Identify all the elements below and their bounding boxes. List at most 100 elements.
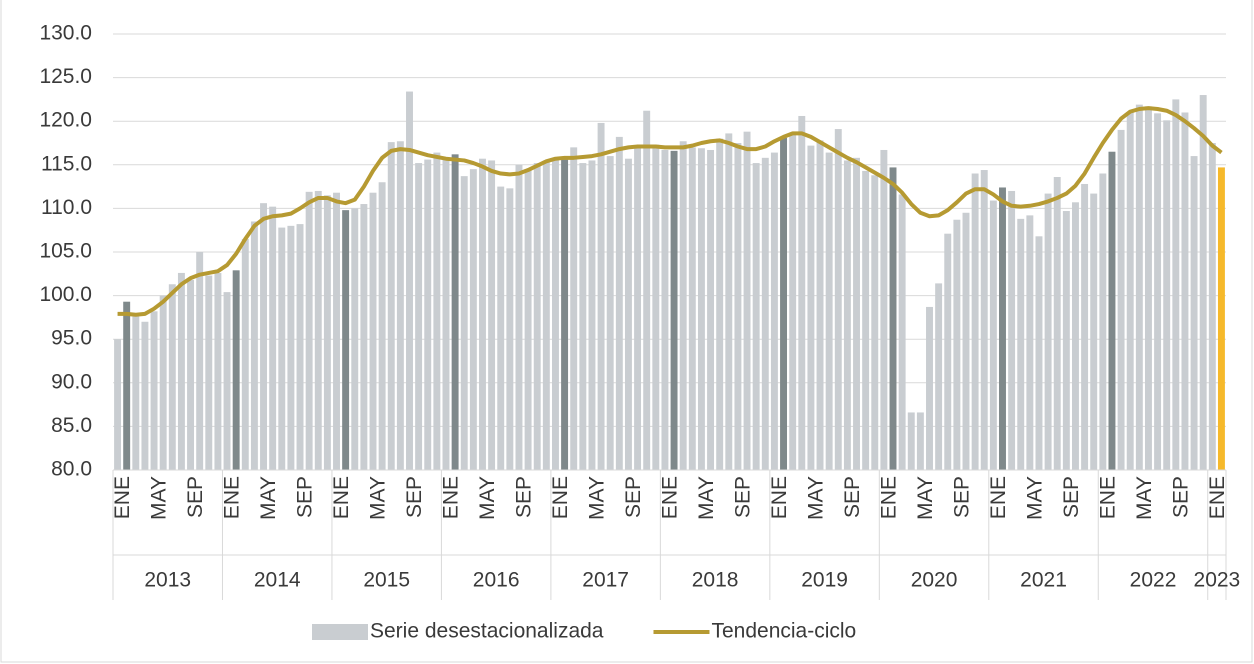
bar [697,148,705,470]
bar [962,212,970,470]
x-tick-label: ENE [1206,476,1229,519]
bar [241,238,249,470]
bar [624,158,632,471]
bar [1190,156,1198,470]
bar [479,158,486,471]
bar [150,311,158,470]
y-tick-label: 130.0 [39,22,92,45]
year-label: 2013 [144,569,191,592]
bar [807,145,815,470]
bar [1208,143,1216,470]
x-tick-label: MAY [367,476,390,520]
bar [597,122,605,470]
legend-swatch [312,624,368,640]
x-tick-label: MAY [1133,476,1156,520]
bar [825,152,833,471]
year-label: 2018 [692,569,739,592]
bar [798,115,806,470]
bar [433,152,441,471]
bar [141,321,149,470]
bar [889,167,897,470]
x-tick-label: MAY [804,476,827,520]
year-label: 2015 [363,569,410,592]
bar [296,224,304,470]
bar [1053,177,1061,470]
bar [1081,183,1089,470]
bar [351,208,359,470]
legend-label: Tendencia-ciclo [711,620,856,643]
bar [670,150,678,470]
bar [688,147,696,471]
y-tick-label: 100.0 [39,283,92,306]
bar [1026,215,1034,470]
bar [606,156,614,470]
bar [269,206,277,470]
bar [1035,236,1043,470]
bar [789,134,797,470]
x-tick-label: SEP [622,476,645,518]
x-tick-label: ENE [1096,476,1119,519]
bar [1135,104,1143,471]
x-tick-label: ENE [440,476,463,519]
bar [333,192,340,471]
year-label: 2021 [1020,569,1067,592]
x-tick-label: ENE [987,476,1010,519]
bar [588,160,596,470]
y-tick-label: 90.0 [51,370,92,393]
bar [1154,113,1162,471]
bar [916,412,924,470]
x-tick-label: ENE [549,476,572,519]
legend-label: Serie desestacionalizada [370,620,604,643]
bar [551,158,559,471]
bar [223,292,231,470]
bar [1062,211,1070,471]
bar [396,141,404,471]
bar [278,227,286,470]
x-tick-label: MAY [257,476,280,520]
y-tick-label: 95.0 [51,327,92,350]
bar [123,301,131,470]
bar [725,133,733,470]
bar [999,187,1006,471]
bar [834,129,842,470]
bar [752,163,760,470]
bar [506,188,514,470]
bar [770,152,778,471]
bar [898,194,906,470]
bar [862,170,870,471]
year-label: 2014 [254,569,301,592]
bar [944,233,952,470]
y-tick-label: 115.0 [41,152,92,175]
bar [260,203,267,470]
bar [132,316,140,470]
bar [843,160,851,470]
x-tick-label: SEP [950,476,973,518]
x-tick-label: MAY [695,476,718,520]
x-tick-label: ENE [111,476,134,519]
bar [652,144,660,470]
bar [1144,106,1152,470]
bar [707,149,715,470]
x-tick-label: SEP [1060,476,1083,518]
year-label: 2023 [1194,569,1241,592]
bar [451,154,459,470]
bar [369,192,377,471]
bar [469,169,477,470]
bar [378,182,386,471]
bar [907,412,915,470]
bar [1099,173,1107,470]
x-tick-label: ENE [768,476,791,519]
bar [926,306,933,470]
y-tick-label: 80.0 [51,458,92,481]
bar [1090,193,1098,471]
bar [679,141,687,471]
x-tick-label: SEP [841,476,864,518]
bar [1108,151,1116,470]
x-tick-label: SEP [731,476,754,518]
bar [360,204,368,471]
y-tick-label: 110.0 [41,196,92,219]
trend-line [117,106,1223,317]
bar [780,137,788,470]
bar [187,279,195,470]
